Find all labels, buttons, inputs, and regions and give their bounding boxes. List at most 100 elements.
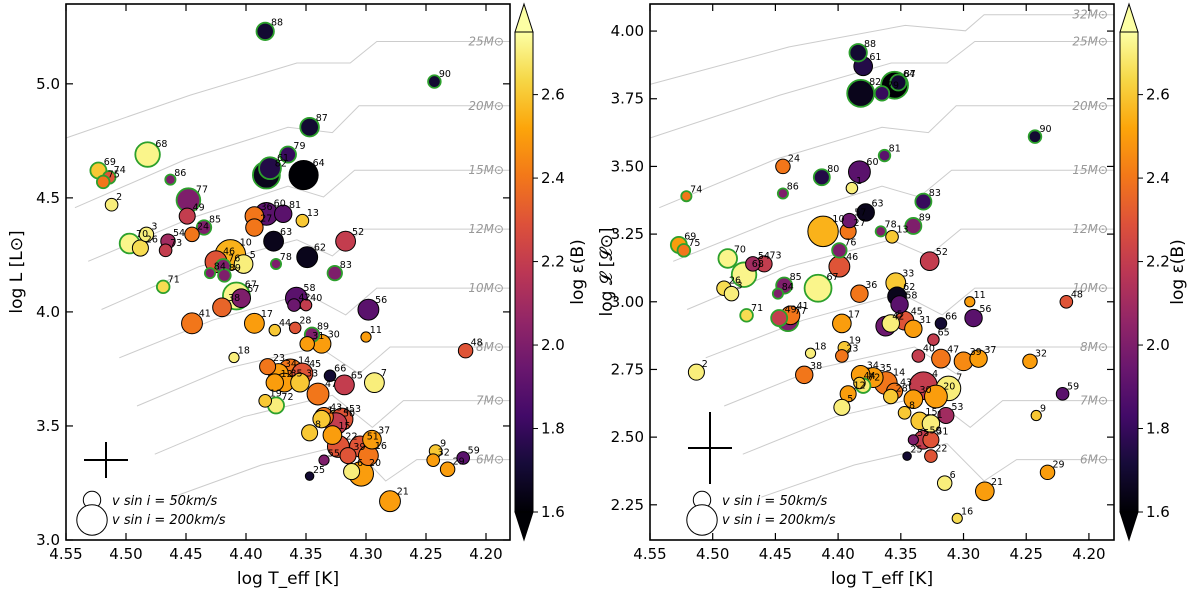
y-tick-label: 4.00: [611, 22, 644, 40]
star-point: [268, 323, 282, 337]
colorbar-gradient: [515, 32, 533, 512]
y-axis-label: log L [L⊙]: [7, 230, 27, 313]
star-point: [904, 319, 923, 339]
star-point: [360, 331, 372, 343]
star-id-label: 32: [438, 448, 450, 459]
star-id-label: 14: [893, 368, 905, 379]
star-point: [164, 173, 177, 186]
star-id-label: 41: [199, 309, 211, 320]
star-id-label: 58: [303, 283, 315, 294]
star-id-label: 85: [790, 272, 802, 283]
star-point: [273, 204, 293, 224]
star-point: [680, 190, 693, 203]
star-id-label: 74: [690, 184, 702, 195]
colorbar-extend-min: [1119, 511, 1139, 542]
star-id-label: 22: [345, 431, 357, 442]
star-point: [975, 481, 995, 502]
star-point: [847, 160, 871, 184]
star-id-label: 35: [291, 368, 303, 379]
star-point: [295, 213, 310, 228]
star-id-label: 53: [951, 402, 963, 413]
star-id-label: 18: [814, 341, 826, 352]
star-point: [903, 389, 924, 410]
star-id-label: 12: [854, 380, 866, 391]
star-point: [288, 160, 319, 191]
star-id-label: 75: [108, 169, 120, 180]
colorbar-extend-min: [514, 511, 534, 542]
y-tick-label: 3.00: [611, 293, 644, 311]
star-id-label: 29: [453, 456, 465, 467]
star-id-label: 2: [116, 192, 122, 203]
y-tick-label: 3.50: [611, 157, 644, 175]
star-point: [255, 21, 275, 41]
star-id-label: 5: [847, 394, 853, 405]
colorbar-label: log ε(B): [1168, 239, 1188, 304]
star-id-label: 17: [261, 309, 273, 320]
x-tick-label: 4.50: [109, 545, 142, 563]
star-id-label: 39: [353, 442, 365, 453]
star-id-label: 55: [917, 428, 929, 439]
star-id-label: 18: [238, 346, 250, 357]
star-point: [889, 73, 908, 92]
star-id-label: 5: [897, 310, 903, 321]
track-line: [686, 228, 1114, 310]
star-id-label: 86: [787, 182, 799, 193]
star-point: [804, 347, 817, 359]
star-id-label: 77: [196, 185, 208, 196]
star-id-label: 62: [314, 242, 326, 253]
star-id-label: 50: [343, 409, 355, 420]
star-point: [717, 248, 738, 269]
star-id-label: 51: [367, 432, 379, 443]
star-point: [296, 246, 319, 269]
star-id-label: 72: [281, 392, 293, 403]
star-point: [739, 308, 754, 323]
star-point: [850, 284, 869, 303]
data-points: [89, 21, 474, 513]
star-point: [203, 267, 217, 280]
colorbar-tick-label: 1.6: [541, 503, 565, 521]
star-point: [1039, 464, 1056, 481]
colorbar-tick-label: 2.6: [1146, 86, 1170, 104]
star-point: [362, 429, 382, 450]
star-id-label: 4: [343, 406, 349, 417]
track-line: [65, 41, 510, 139]
star-id-label: 16: [961, 507, 973, 518]
star-id-label: 65: [938, 328, 950, 339]
star-point: [927, 333, 940, 346]
colorbar-gradient: [1120, 32, 1138, 512]
star-point: [426, 453, 441, 467]
right-panel: 32M⊙ 25M⊙ 20M⊙ 15M⊙ 12M⊙ 10M⊙ 8M⊙ 7M⊙ 6M⊙ 4.55 4.5…: [597, 2, 1188, 589]
star-point: [771, 287, 784, 300]
star-point: [922, 431, 940, 449]
star-point: [723, 285, 740, 302]
star-point: [379, 490, 401, 513]
star-id-label: 83: [929, 188, 941, 199]
star-id-label: 67: [245, 280, 257, 291]
legend-label: v sin i = 50km/s: [722, 494, 827, 509]
star-id-label: 25: [313, 465, 325, 476]
star-id-label: 46: [223, 247, 235, 258]
star-id-label: 30: [919, 385, 931, 396]
evolutionary-tracks: 25M⊙ 20M⊙ 15M⊙ 12M⊙ 10M⊙ 8M⊙ 7M⊙ 6M⊙: [65, 35, 510, 498]
star-id-label: 64: [903, 69, 915, 80]
y-tick-label: 2.25: [611, 496, 644, 514]
star-point: [184, 226, 200, 243]
star-id-label: 59: [468, 445, 480, 456]
star-id-label: 57: [854, 208, 866, 219]
track-line: [88, 169, 510, 262]
x-tick-label: 4.20: [1072, 545, 1105, 563]
track-line: [649, 41, 1114, 139]
star-point: [178, 207, 196, 225]
star-id-label: 89: [229, 263, 241, 274]
star-id-label: 44: [864, 371, 876, 382]
star-point: [924, 384, 948, 409]
legend-label: v sin i = 200km/s: [112, 513, 226, 528]
star-point: [874, 225, 887, 238]
star-point: [323, 369, 337, 383]
star-id-label: 82: [275, 159, 287, 170]
star-id-label: 1: [937, 410, 943, 421]
star-id-label: 77: [795, 306, 807, 317]
star-point: [335, 230, 356, 252]
track-line: [101, 228, 510, 310]
